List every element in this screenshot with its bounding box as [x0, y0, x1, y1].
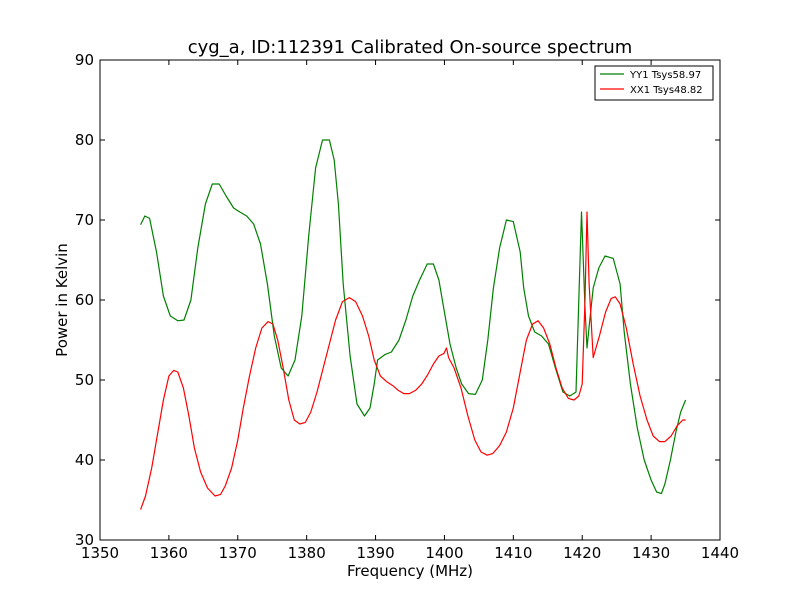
- x-tick-label: 1390: [356, 544, 394, 562]
- plot-area-frame: [99, 59, 721, 541]
- chart-title: cyg_a, ID:112391 Calibrated On-source sp…: [188, 37, 633, 58]
- y-tick-label: 90: [75, 51, 94, 69]
- x-tick-label: 1370: [219, 544, 257, 562]
- y-tick-label: 80: [75, 131, 94, 149]
- x-tick-label: 1410: [494, 544, 532, 562]
- y-tick-label: 30: [75, 531, 94, 549]
- y-axis-label: Power in Kelvin: [53, 243, 71, 357]
- y-tick-label: 40: [75, 451, 94, 469]
- series-lines: [140, 139, 687, 510]
- legend-box: [594, 65, 714, 101]
- y-tick-label: 70: [75, 211, 94, 229]
- series-line-xx1: [140, 211, 686, 510]
- x-tick-label: 1360: [150, 544, 188, 562]
- x-tick-label: 1420: [563, 544, 601, 562]
- y-tick-label: 50: [75, 371, 94, 389]
- y-tick-label: 60: [75, 291, 94, 309]
- series-line-yy1: [140, 139, 687, 495]
- x-tick-label: 1380: [288, 544, 326, 562]
- chart-legend: YY1 Tsys58.97 XX1 Tsys48.82: [594, 65, 714, 101]
- x-tick-label: 1430: [632, 544, 670, 562]
- x-axis-label: Frequency (MHz): [347, 562, 473, 580]
- legend-label-yy1: YY1 Tsys58.97: [629, 70, 701, 81]
- legend-label-xx1: XX1 Tsys48.82: [630, 85, 703, 96]
- axis-ticks: 1350 1360 1370 1380 1390 1400 1410 1420 1430 1440…: [75, 51, 739, 562]
- x-tick-label: 1440: [701, 544, 739, 562]
- x-tick-label: 1350: [81, 544, 119, 562]
- x-tick-label: 1400: [425, 544, 463, 562]
